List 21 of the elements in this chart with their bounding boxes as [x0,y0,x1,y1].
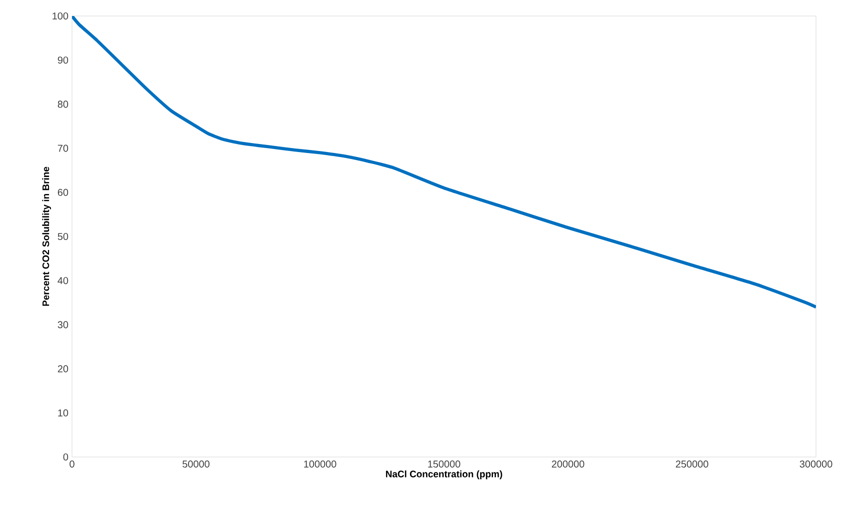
x-tick-label: 300000 [800,460,832,468]
x-tick-label: 100000 [304,460,336,468]
y-tick-label: 0 [63,453,68,461]
y-tick-label: 30 [58,321,68,328]
y-tick-label: 40 [58,277,68,284]
x-axis-title: NaCl Concentration (ppm) [386,470,502,480]
y-tick-label: 10 [58,409,68,416]
y-tick-label: 100 [52,12,68,20]
line-series [72,16,816,309]
y-tick-label: 70 [58,144,68,152]
x-tick-label: 150000 [428,460,460,468]
x-tick-label: 250000 [676,460,708,468]
y-tick-label: 90 [58,56,68,64]
y-tick-label: 60 [58,188,68,196]
y-tick-label: 50 [58,232,68,240]
y-axis-title: Percent CO2 Solubility in Brine [42,166,52,306]
y-tick-label: 80 [58,100,68,108]
x-tick-label: 0 [70,460,74,468]
y-tick-label: 20 [58,365,68,372]
x-tick-label: 200000 [552,460,584,468]
x-tick-label: 50000 [182,460,210,468]
